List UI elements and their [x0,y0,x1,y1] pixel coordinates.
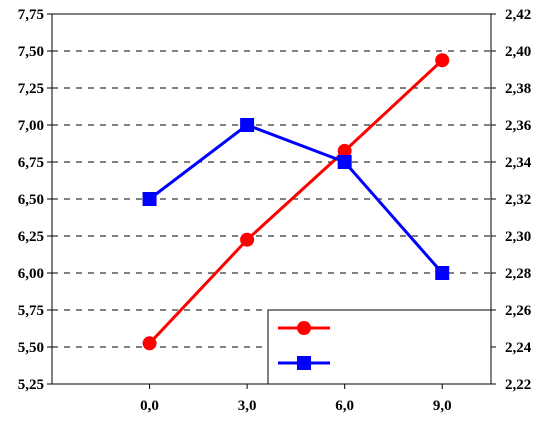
legend-box [267,309,492,385]
series-line [148,123,444,274]
data-point-square [142,192,157,206]
x-tick-label: 0,0 [140,398,159,414]
data-point-square [337,155,352,169]
data-point-circle [142,336,157,351]
data-point-square [240,118,255,132]
series-group [142,53,450,351]
left-tick-label: 7,50 [18,44,44,60]
data-point-square [435,266,450,280]
left-tick-label: 6,75 [18,155,44,171]
legend-marker-square [297,356,311,370]
right-tick-label: 2,38 [505,81,531,97]
left-tick-label: 6,50 [18,192,44,208]
left-tick-label: 5,50 [18,340,44,356]
x-tick-label: 9,0 [433,398,452,414]
data-point-circle [435,53,450,68]
right-tick-label: 2,28 [505,266,531,282]
data-point-circle [337,143,352,158]
left-tick-label: 5,25 [18,377,44,393]
x-tick-label: 6,0 [335,398,354,414]
right-tick-label: 2,36 [505,118,532,134]
right-tick-label: 2,26 [505,303,532,319]
x-tick-label: 3,0 [238,398,257,414]
grid-lines [52,50,491,348]
series-line [148,59,444,345]
legend [267,309,492,385]
legend-marker-circle [297,321,311,335]
left-tick-label: 6,25 [18,229,44,245]
left-tick-label: 7,00 [18,118,44,134]
right-tick-label: 2,34 [505,155,532,171]
right-tick-label: 2,30 [505,229,531,245]
left-tick-label: 7,75 [18,7,44,23]
left-tick-label: 6,00 [18,266,44,282]
left-tick-label: 5,75 [18,303,44,319]
x-axis-ticks: 0,0 3,0 6,0 9,0 [140,384,452,414]
data-point-circle [240,232,255,247]
right-tick-label: 2,42 [505,7,531,23]
right-tick-label: 2,32 [505,192,531,208]
right-axis-ticks: 2,22 2,24 2,26 2,28 2,30 2,32 2,34 2,36 2,38 2,40… [491,7,532,393]
right-tick-label: 2,22 [505,377,531,393]
left-tick-label: 7,25 [18,81,44,97]
right-tick-label: 2,24 [505,340,532,356]
left-axis-ticks: 5,25 5,50 5,75 6,00 6,25 6,50 6,75 7,00 7,25 7,50… [18,7,52,393]
right-tick-label: 2,40 [505,44,531,60]
